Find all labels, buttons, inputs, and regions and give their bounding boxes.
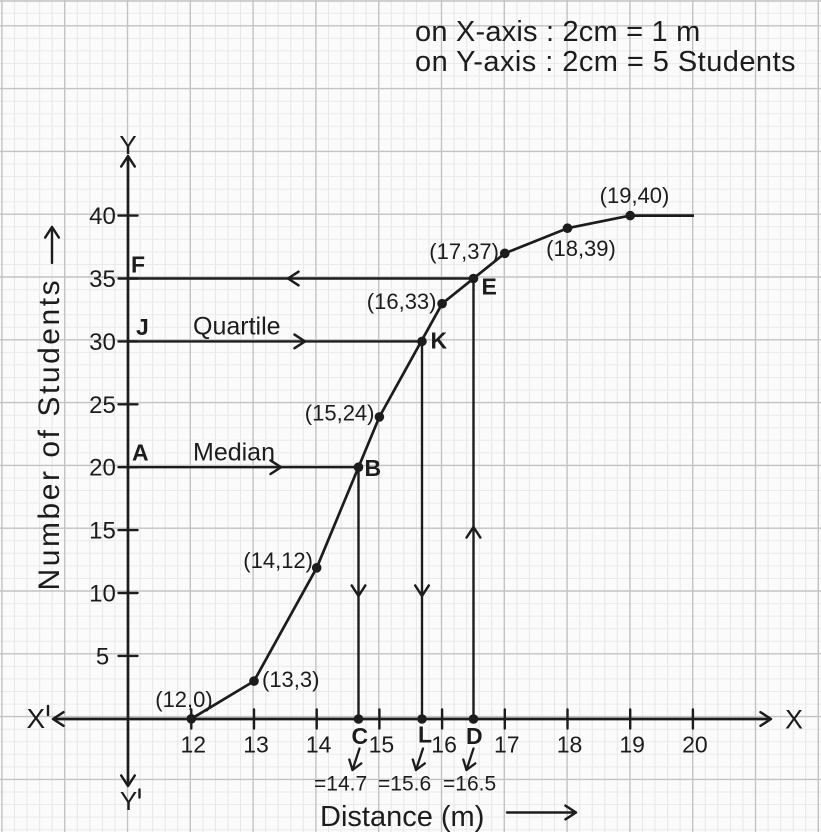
svg-text:15: 15 — [89, 518, 116, 545]
svg-text:E: E — [482, 274, 497, 300]
svg-text:=14.7: =14.7 — [314, 773, 367, 796]
svg-text:D: D — [466, 723, 483, 749]
svg-text:20: 20 — [89, 455, 116, 482]
svg-text:20: 20 — [682, 732, 708, 758]
svg-text:F: F — [131, 252, 145, 278]
svg-text:(12,0): (12,0) — [155, 687, 212, 712]
svg-text:J: J — [136, 314, 149, 340]
svg-text:(19,40): (19,40) — [600, 183, 670, 208]
svg-text:B: B — [365, 455, 382, 481]
svg-text:(13,3): (13,3) — [262, 667, 319, 692]
svg-text:X: X — [785, 705, 803, 735]
svg-text:Number of Students: Number of Students — [33, 278, 66, 591]
svg-text:35: 35 — [89, 266, 116, 293]
svg-text:(16,33): (16,33) — [367, 289, 437, 314]
svg-text:=15.6: =15.6 — [378, 773, 431, 796]
svg-text:15: 15 — [369, 732, 395, 758]
svg-text:Y: Y — [120, 786, 137, 816]
svg-text:Y: Y — [119, 130, 136, 160]
svg-text:10: 10 — [89, 581, 116, 608]
svg-text:12: 12 — [181, 732, 207, 758]
svg-text:Distance (m): Distance (m) — [320, 801, 484, 832]
svg-text:(14,12): (14,12) — [243, 548, 313, 573]
svg-text:X: X — [27, 703, 46, 734]
svg-text:14: 14 — [306, 732, 332, 758]
svg-text:A: A — [132, 440, 149, 466]
svg-text:18: 18 — [557, 732, 583, 758]
svg-text:(17,37): (17,37) — [429, 239, 499, 264]
svg-text:on Y-axis : 2cm = 5 Students: on Y-axis : 2cm = 5 Students — [415, 46, 796, 78]
svg-text:C: C — [352, 723, 369, 749]
svg-text:Median: Median — [193, 439, 275, 467]
svg-text:40: 40 — [89, 203, 116, 230]
svg-text:17: 17 — [494, 732, 520, 758]
svg-text:25: 25 — [89, 392, 116, 419]
svg-text:K: K — [431, 328, 448, 354]
svg-text:Quartile: Quartile — [193, 313, 281, 341]
svg-text:19: 19 — [619, 732, 645, 758]
svg-text:L: L — [418, 722, 432, 748]
svg-text:=16.5: =16.5 — [443, 773, 496, 796]
svg-text:16: 16 — [431, 732, 457, 758]
svg-text:on X-axis : 2cm = 1 m: on X-axis : 2cm = 1 m — [415, 16, 700, 48]
svg-text:(18,39): (18,39) — [546, 236, 616, 261]
svg-text:30: 30 — [89, 329, 116, 356]
svg-text:(15,24): (15,24) — [305, 401, 375, 426]
svg-text:13: 13 — [243, 732, 269, 758]
svg-text:5: 5 — [96, 643, 109, 670]
